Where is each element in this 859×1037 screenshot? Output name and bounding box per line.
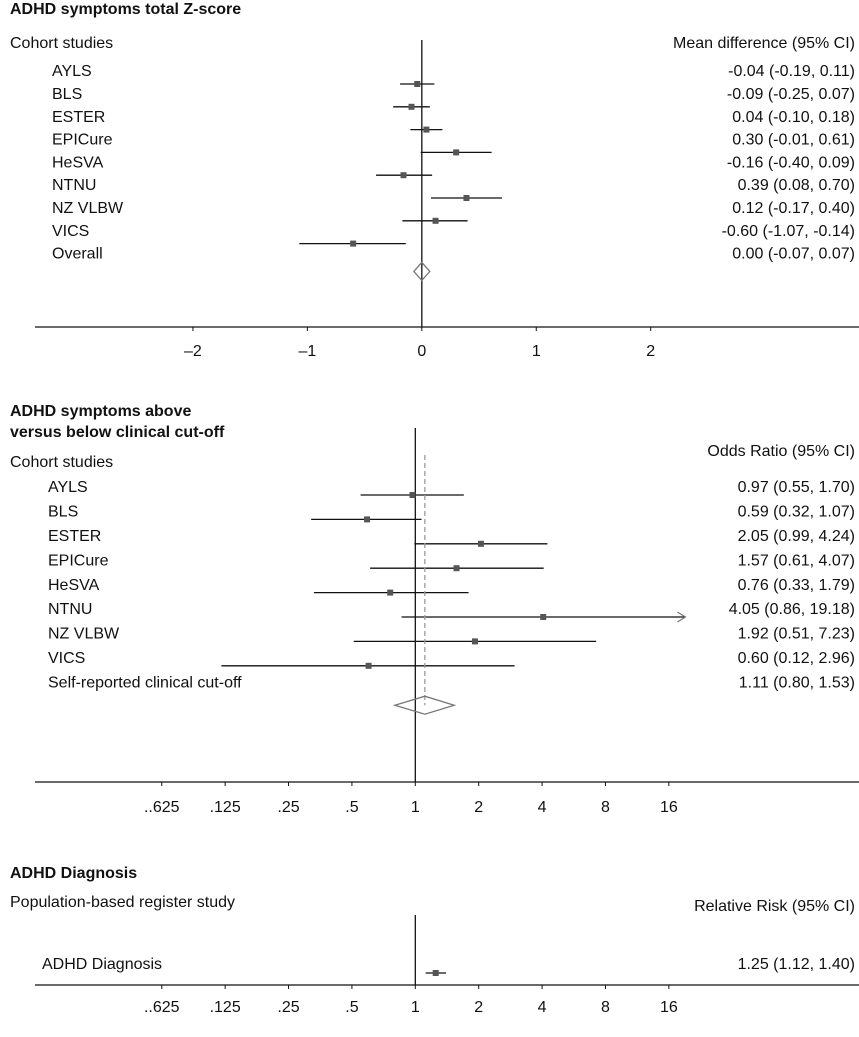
x-tick-label: 2 [474, 799, 483, 816]
x-tick-label: .25 [277, 799, 299, 816]
overall-label: Overall [52, 246, 103, 263]
study-label: NZ VLBW [48, 626, 120, 643]
x-tick-label: 1 [411, 799, 420, 816]
effect-header: Mean difference (95% CI) [673, 35, 855, 52]
study-label: HeSVA [52, 154, 104, 171]
panel-title: versus below clinical cut-off [10, 424, 225, 441]
study-label: AYLS [52, 63, 92, 80]
study-label: EPICure [52, 132, 113, 149]
panel-subtitle: Cohort studies [10, 35, 113, 52]
effect-value-label: 0.04 (-0.10, 0.18) [732, 109, 855, 126]
panel-title: ADHD symptoms total Z-score [10, 1, 241, 18]
x-tick-label: .5 [345, 999, 358, 1016]
effect-header: Relative Risk (95% CI) [694, 898, 855, 915]
x-tick-label: 16 [660, 799, 678, 816]
study-label: NZ VLBW [52, 200, 124, 217]
effect-value-label: -0.04 (-0.19, 0.11) [728, 63, 855, 80]
panel-subtitle: Population-based register study [10, 894, 235, 911]
x-tick-label: 8 [601, 999, 610, 1016]
effect-value-label: -0.09 (-0.25, 0.07) [727, 86, 855, 103]
x-tick-label: ..625 [144, 999, 180, 1016]
x-tick-label: .125 [210, 799, 241, 816]
x-tick-label: .5 [345, 799, 358, 816]
point-estimate [365, 662, 372, 669]
study-label: AYLS [48, 479, 88, 496]
effect-header: Odds Ratio (95% CI) [707, 443, 855, 460]
point-estimate [471, 638, 478, 645]
point-estimate [409, 492, 416, 498]
x-tick-label: 0 [417, 343, 426, 360]
point-estimate [364, 516, 371, 523]
overall-label: Self-reported clinical cut-off [48, 674, 242, 691]
study-label: VICS [52, 223, 89, 240]
point-estimate [350, 240, 357, 247]
point-estimate [477, 540, 484, 547]
x-tick-label: 8 [601, 799, 610, 816]
study-label: BLS [52, 86, 82, 103]
panel-title: ADHD symptoms above [10, 403, 191, 420]
x-tick-label: –2 [184, 343, 202, 360]
effect-value-label: 1.25 (1.12, 1.40) [738, 956, 855, 973]
effect-value-label: 0.97 (0.55, 1.70) [738, 479, 855, 496]
overall-value-label: 0.00 (-0.07, 0.07) [732, 246, 855, 263]
effect-value-label: 1.92 (0.51, 7.23) [738, 626, 855, 643]
effect-value-label: 0.59 (0.32, 1.07) [738, 504, 855, 521]
x-tick-label: 1 [532, 343, 541, 360]
x-tick-label: 16 [660, 999, 678, 1016]
x-tick-label: .125 [210, 999, 241, 1016]
point-estimate [432, 217, 439, 224]
x-tick-label: 4 [538, 999, 547, 1016]
study-label: HeSVA [48, 577, 100, 594]
panel-subtitle: Cohort studies [10, 454, 113, 471]
effect-value-label: 0.12 (-0.17, 0.40) [732, 200, 855, 217]
study-label: BLS [48, 504, 78, 521]
x-tick-label: –1 [298, 343, 316, 360]
study-label: EPICure [48, 552, 109, 569]
point-estimate [453, 565, 460, 572]
study-label: NTNU [52, 177, 96, 194]
effect-value-label: 0.60 (0.12, 2.96) [738, 650, 855, 667]
point-estimate [387, 589, 394, 596]
panel-title: ADHD Diagnosis [10, 865, 137, 882]
effect-value-label: 4.05 (0.86, 19.18) [729, 601, 855, 618]
point-estimate [463, 195, 470, 201]
point-estimate [408, 103, 415, 110]
study-label: ESTER [48, 528, 101, 545]
overall-diamond [412, 261, 431, 282]
point-estimate [414, 81, 421, 87]
x-tick-label: .25 [277, 999, 299, 1016]
point-estimate [453, 149, 460, 156]
study-label: VICS [48, 650, 85, 667]
effect-value-label: 2.05 (0.99, 4.24) [738, 528, 855, 545]
effect-value-label: 1.57 (0.61, 4.07) [738, 552, 855, 569]
point-estimate [423, 126, 430, 133]
study-label: ESTER [52, 109, 105, 126]
point-estimate [400, 172, 407, 179]
x-tick-label: 4 [538, 799, 547, 816]
effect-value-label: -0.16 (-0.40, 0.09) [727, 154, 855, 171]
study-label: NTNU [48, 601, 92, 618]
study-label: ADHD Diagnosis [42, 956, 162, 973]
x-tick-label: 2 [646, 343, 655, 360]
effect-value-label: 0.30 (-0.01, 0.61) [732, 132, 855, 149]
x-tick-label: 1 [411, 999, 420, 1016]
ci-arrow [677, 611, 687, 623]
point-estimate [432, 970, 439, 976]
overall-value-label: 1.11 (0.80, 1.53) [739, 674, 855, 691]
effect-value-label: 0.39 (0.08, 0.70) [738, 177, 855, 194]
point-estimate [540, 614, 547, 620]
effect-value-label: 0.76 (0.33, 1.79) [738, 577, 855, 594]
effect-value-label: -0.60 (-1.07, -0.14) [722, 223, 855, 240]
overall-diamond [392, 695, 457, 715]
x-tick-label: ..625 [144, 799, 180, 816]
x-tick-label: 2 [474, 999, 483, 1016]
